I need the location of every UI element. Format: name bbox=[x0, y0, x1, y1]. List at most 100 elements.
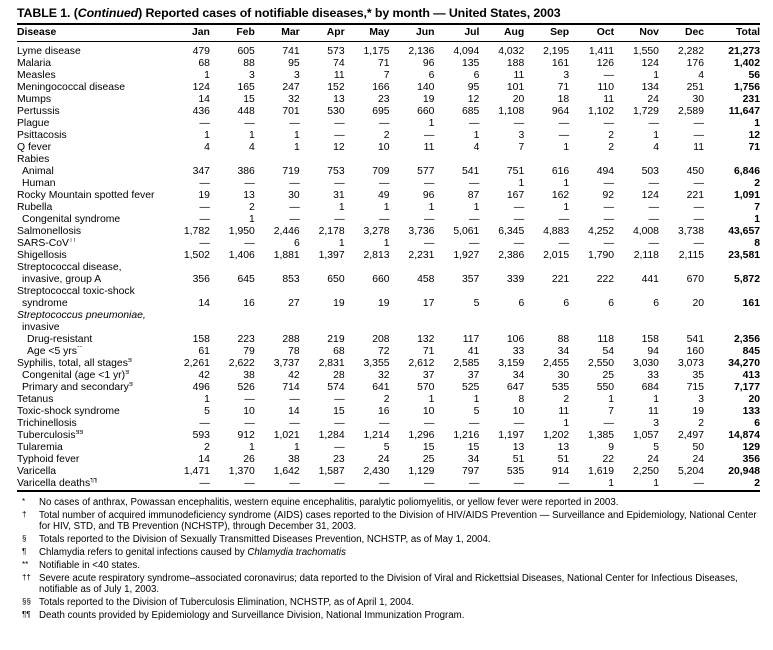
title-prefix: TABLE 1. ( bbox=[17, 6, 78, 20]
value-cell: 1,108 bbox=[498, 106, 525, 117]
value-cell: 124 bbox=[641, 190, 659, 201]
value-cell: 3,030 bbox=[632, 358, 659, 369]
value-cell: 535 bbox=[551, 382, 570, 393]
value-cell: 5 bbox=[473, 406, 480, 417]
value-cell: 94 bbox=[647, 346, 659, 357]
value-cell: 10 bbox=[512, 406, 525, 417]
value-cell: — bbox=[558, 238, 570, 249]
value-cell: 13 bbox=[512, 442, 525, 453]
value-cell: 6 bbox=[518, 298, 525, 309]
value-cell: 1 bbox=[563, 178, 570, 189]
disease-label-line: Malaria bbox=[17, 58, 165, 70]
value-cell: 1 bbox=[608, 478, 615, 489]
value-cell: 20 bbox=[748, 394, 760, 405]
column-header-aug: Aug bbox=[479, 24, 525, 42]
value-cell: 87 bbox=[467, 190, 480, 201]
column-header-oct: Oct bbox=[569, 24, 615, 42]
disease-label-text: Human bbox=[22, 178, 56, 189]
value-cell: 2 bbox=[698, 418, 704, 429]
value-cell: 2,446 bbox=[273, 226, 300, 237]
value-cell: 158 bbox=[192, 334, 210, 345]
value-cell: 2,430 bbox=[363, 466, 390, 477]
value-cell: 695 bbox=[372, 106, 390, 117]
disease-label-line: Varicella bbox=[17, 466, 165, 478]
disease-label-line: Congenital (age <1 yr)§ bbox=[22, 370, 165, 382]
disease-label: Rabies bbox=[17, 154, 165, 166]
disease-label: Animal bbox=[17, 166, 165, 178]
empty-cells bbox=[165, 310, 760, 334]
value-cell: 714 bbox=[282, 382, 300, 393]
value-cell: 49 bbox=[377, 190, 390, 201]
value-cell: — bbox=[693, 202, 704, 213]
value-cell: — bbox=[513, 214, 525, 225]
column-header-apr: Apr bbox=[299, 24, 345, 42]
column-header-dec: Dec bbox=[658, 24, 704, 42]
value-cell: 3,159 bbox=[498, 358, 525, 369]
footnote-marker: † bbox=[22, 509, 27, 519]
table-row: Mumps 14 15 32 13 23 19 12 20 18 11 24 30 231 bbox=[17, 94, 760, 106]
value-cell: 1,129 bbox=[408, 466, 435, 477]
value-cell: 1 bbox=[249, 130, 255, 141]
value-cell: — bbox=[468, 418, 480, 429]
table-row: Congenital (age <1 yr)§ 42 38 42 28 32 37 37 34 3… bbox=[17, 370, 760, 382]
value-cell: 1 bbox=[473, 394, 480, 405]
value-cell: 670 bbox=[686, 274, 704, 285]
value-cell: 1,782 bbox=[183, 226, 210, 237]
value-cell: 11 bbox=[423, 142, 435, 153]
value-cell: 4 bbox=[249, 142, 255, 153]
value-cell: 1 bbox=[428, 118, 435, 129]
table-row: Lyme disease 479 605 741 573 1,175 2,136 4,094 4… bbox=[17, 42, 760, 59]
disease-label-line: Age <5 yrs** bbox=[27, 346, 165, 358]
value-cell: 6,345 bbox=[498, 226, 525, 237]
column-header-sep: Sep bbox=[524, 24, 570, 42]
value-cell: 25 bbox=[422, 454, 435, 465]
value-cell: 12 bbox=[333, 142, 345, 153]
value-cell: 1 bbox=[204, 394, 210, 405]
table-header: Disease Jan Feb Mar Apr May Jun Jul Aug Sep Oct Nov… bbox=[17, 24, 760, 42]
value-cell: 5 bbox=[383, 442, 390, 453]
value-cell: — bbox=[693, 118, 704, 129]
disease-label-line: Varicella deaths¶¶ bbox=[17, 478, 165, 490]
disease-label: Rocky Mountain spotted fever bbox=[17, 190, 165, 202]
value-cell: 1 bbox=[653, 394, 659, 405]
value-cell: 479 bbox=[192, 46, 210, 57]
value-cell: 541 bbox=[462, 166, 480, 177]
value-cell: 1 bbox=[338, 238, 345, 249]
value-cell: 2,261 bbox=[183, 358, 210, 369]
disease-label-text: Congenital (age <1 yr) bbox=[22, 370, 126, 381]
value-cell: 797 bbox=[462, 466, 480, 477]
value-cell: — bbox=[199, 418, 210, 429]
value-cell: 9 bbox=[608, 442, 615, 453]
disease-label-text: Shigellosis bbox=[17, 250, 67, 261]
value-cell: 2 bbox=[608, 130, 615, 141]
value-cell: 6 bbox=[428, 70, 435, 81]
value-cell: 530 bbox=[327, 106, 345, 117]
disease-label: Plague bbox=[17, 118, 165, 130]
value-cell: 2,386 bbox=[498, 250, 525, 261]
value-cell: 1,927 bbox=[453, 250, 480, 261]
value-cell: — bbox=[648, 202, 659, 213]
value-cell: 413 bbox=[742, 370, 760, 381]
column-header-feb: Feb bbox=[209, 24, 255, 42]
disease-label: Tuberculosis§§ bbox=[17, 430, 165, 442]
value-cell: 13 bbox=[557, 442, 570, 453]
footnote-text: Notifiable in <40 states. bbox=[39, 560, 140, 572]
column-header-jan: Jan bbox=[165, 24, 210, 42]
value-cell: 2,612 bbox=[408, 358, 435, 369]
value-cell: — bbox=[199, 202, 210, 213]
value-cell: 7 bbox=[518, 142, 525, 153]
footnote-marker: §§ bbox=[22, 597, 31, 607]
value-cell: 386 bbox=[237, 166, 255, 177]
value-cell: 2,585 bbox=[453, 358, 480, 369]
value-cell: 1 bbox=[563, 142, 570, 153]
footnote: ¶ Chlamydia refers to genital infections … bbox=[17, 547, 760, 558]
value-cell: 1 bbox=[204, 70, 210, 81]
disease-label-line: Psittacosis bbox=[17, 130, 165, 142]
disease-label: Measles bbox=[17, 70, 165, 82]
disease-label-text: Streptococcal toxic-shock bbox=[17, 286, 135, 297]
footnote: * No cases of anthrax, Powassan encephali… bbox=[17, 497, 760, 508]
value-cell: 356 bbox=[192, 274, 210, 285]
disease-label: Streptococcal disease, invasive, group A bbox=[17, 262, 165, 286]
value-cell: 2 bbox=[249, 202, 255, 213]
footnote-text: No cases of anthrax, Powassan encephalit… bbox=[39, 497, 619, 508]
